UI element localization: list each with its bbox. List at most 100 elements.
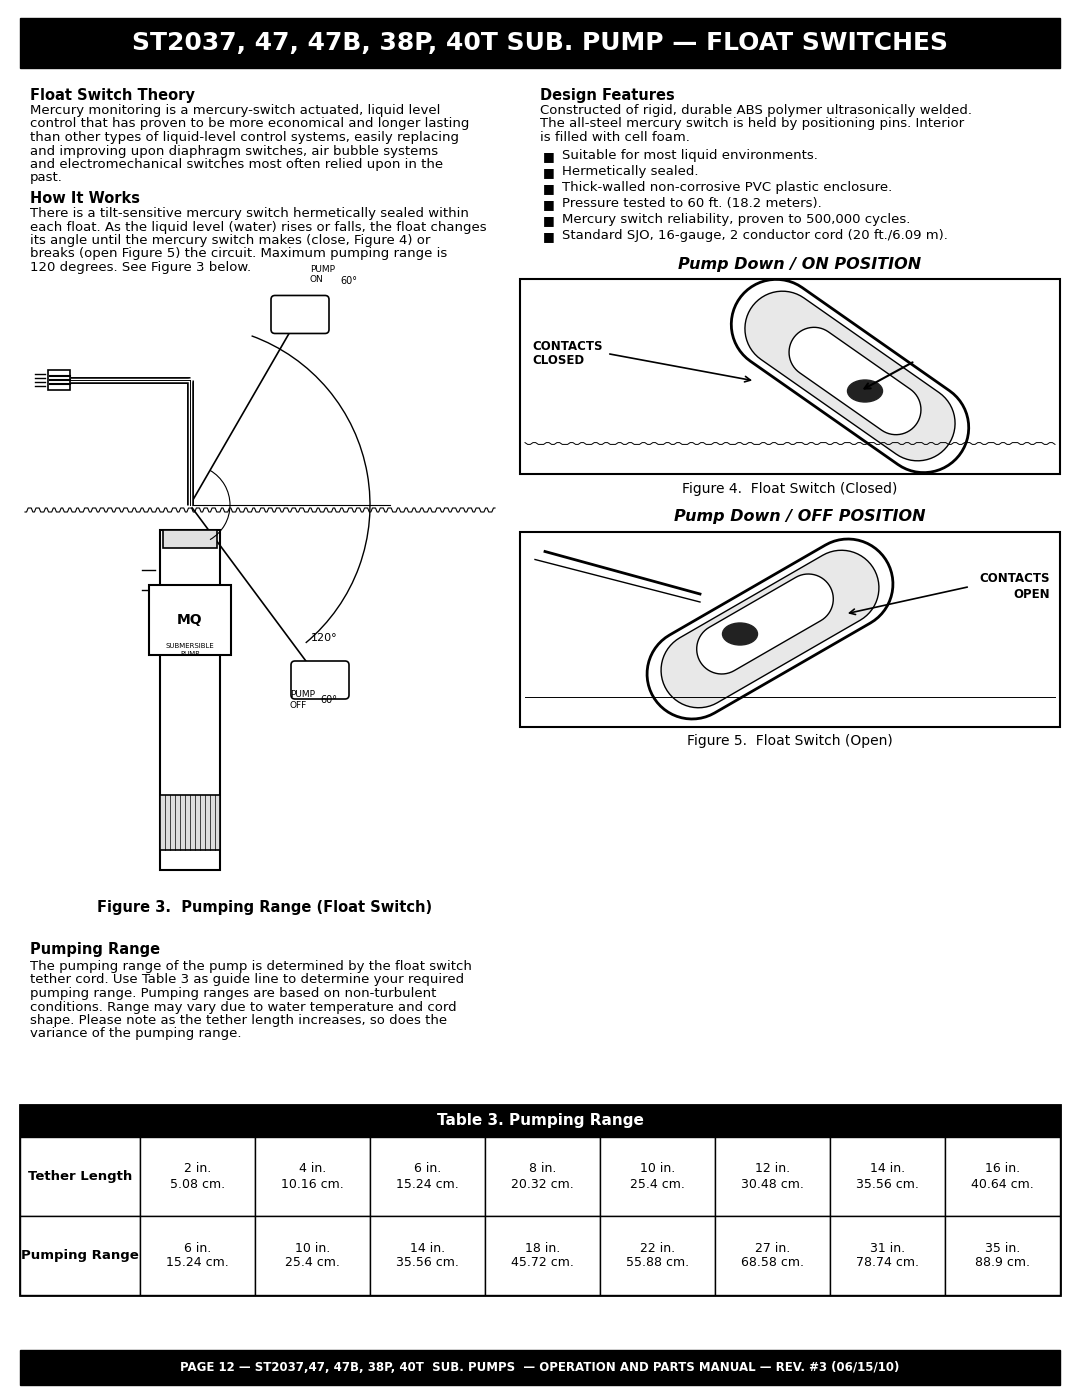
Text: Figure 3.  Pumping Range (Float Switch): Figure 3. Pumping Range (Float Switch): [97, 900, 433, 915]
Text: Suitable for most liquid environments.: Suitable for most liquid environments.: [562, 148, 818, 162]
Text: How It Works: How It Works: [30, 191, 140, 205]
Text: CONTACTS
OPEN: CONTACTS OPEN: [980, 573, 1050, 601]
Polygon shape: [697, 574, 834, 673]
Text: Mercury switch reliability, proven to 500,000 cycles.: Mercury switch reliability, proven to 50…: [562, 212, 910, 225]
Text: Standard SJO, 16-gauge, 2 conductor cord (20 ft./6.09 m).: Standard SJO, 16-gauge, 2 conductor cord…: [562, 229, 948, 242]
Text: 60°: 60°: [340, 277, 357, 286]
FancyBboxPatch shape: [271, 296, 329, 334]
Bar: [140, 1215, 255, 1295]
Text: ■: ■: [543, 166, 555, 179]
Text: than other types of liquid-level control systems, easily replacing: than other types of liquid-level control…: [30, 131, 459, 144]
Text: past.: past.: [30, 172, 63, 184]
Text: 16 in.
40.64 cm.: 16 in. 40.64 cm.: [971, 1162, 1034, 1190]
Bar: [945, 1215, 1059, 1295]
Text: Figure 5.  Float Switch (Open): Figure 5. Float Switch (Open): [687, 735, 893, 749]
Polygon shape: [731, 279, 969, 472]
Text: Mercury monitoring is a mercury-switch actuated, liquid level: Mercury monitoring is a mercury-switch a…: [30, 103, 441, 117]
Text: 6 in.
15.24 cm.: 6 in. 15.24 cm.: [396, 1162, 459, 1190]
Text: Pump Down / ON POSITION: Pump Down / ON POSITION: [678, 257, 921, 271]
Text: The pumping range of the pump is determined by the float switch: The pumping range of the pump is determi…: [30, 960, 472, 972]
Bar: [255, 1137, 370, 1215]
Text: conditions. Range may vary due to water temperature and cord: conditions. Range may vary due to water …: [30, 1000, 457, 1013]
Bar: [485, 1137, 600, 1215]
Polygon shape: [745, 291, 955, 461]
Text: CONTACTS
CLOSED: CONTACTS CLOSED: [532, 339, 603, 367]
Text: Thick-walled non-corrosive PVC plastic enclosure.: Thick-walled non-corrosive PVC plastic e…: [562, 180, 892, 194]
Bar: [140, 1137, 255, 1215]
Bar: [21, 1350, 1059, 1384]
Text: and electromechanical switches most often relied upon in the: and electromechanical switches most ofte…: [30, 158, 443, 170]
Bar: [519, 278, 1059, 474]
Text: The all-steel mercury switch is held by positioning pins. Interior: The all-steel mercury switch is held by …: [540, 117, 964, 130]
Text: each float. As the liquid level (water) rises or falls, the float changes: each float. As the liquid level (water) …: [30, 221, 487, 233]
Bar: [163, 529, 217, 548]
Bar: [21, 18, 1059, 68]
Bar: [715, 1215, 831, 1295]
Text: 27 in.
68.58 cm.: 27 in. 68.58 cm.: [741, 1242, 804, 1270]
Bar: [21, 1105, 1059, 1295]
Bar: [370, 1215, 485, 1295]
Text: shape. Please note as the tether length increases, so does the: shape. Please note as the tether length …: [30, 1014, 447, 1027]
Text: breaks (open Figure 5) the circuit. Maximum pumping range is: breaks (open Figure 5) the circuit. Maxi…: [30, 247, 447, 260]
Text: Float Switch Theory: Float Switch Theory: [30, 88, 194, 103]
Text: 60°: 60°: [320, 694, 337, 705]
Bar: [160, 529, 220, 870]
Ellipse shape: [723, 623, 757, 645]
Text: is filled with cell foam.: is filled with cell foam.: [540, 131, 690, 144]
Text: 10 in.
25.4 cm.: 10 in. 25.4 cm.: [630, 1162, 685, 1190]
Text: ■: ■: [543, 151, 555, 163]
Text: 4 in.
10.16 cm.: 4 in. 10.16 cm.: [281, 1162, 343, 1190]
Text: and improving upon diaphragm switches, air bubble systems: and improving upon diaphragm switches, a…: [30, 144, 438, 158]
Text: 22 in.
55.88 cm.: 22 in. 55.88 cm.: [626, 1242, 689, 1270]
Text: PUMP
ON: PUMP ON: [310, 265, 335, 284]
Bar: [945, 1137, 1059, 1215]
Polygon shape: [647, 539, 893, 719]
Text: 31 in.
78.74 cm.: 31 in. 78.74 cm.: [856, 1242, 919, 1270]
Bar: [48, 370, 70, 390]
Text: ■: ■: [543, 183, 555, 196]
Text: Pumping Range: Pumping Range: [22, 1249, 139, 1261]
Text: SUBMERSIBLE
PUMP: SUBMERSIBLE PUMP: [165, 644, 214, 657]
Text: Pumping Range: Pumping Range: [30, 942, 160, 957]
Text: ■: ■: [543, 215, 555, 228]
Bar: [831, 1137, 945, 1215]
Bar: [600, 1137, 715, 1215]
Text: MQ: MQ: [177, 613, 203, 627]
Polygon shape: [661, 550, 879, 708]
Bar: [519, 531, 1059, 726]
Bar: [370, 1137, 485, 1215]
Text: PAGE 12 — ST2037,47, 47B, 38P, 40T  SUB. PUMPS  — OPERATION AND PARTS MANUAL — R: PAGE 12 — ST2037,47, 47B, 38P, 40T SUB. …: [180, 1361, 900, 1375]
Ellipse shape: [848, 380, 882, 402]
Bar: [600, 1215, 715, 1295]
Text: 14 in.
35.56 cm.: 14 in. 35.56 cm.: [396, 1242, 459, 1270]
Text: 10 in.
25.4 cm.: 10 in. 25.4 cm.: [285, 1242, 340, 1270]
Bar: [21, 1105, 1059, 1137]
Text: 120°: 120°: [311, 633, 337, 643]
Text: 14 in.
35.56 cm.: 14 in. 35.56 cm.: [856, 1162, 919, 1190]
Text: PUMP
OFF: PUMP OFF: [291, 690, 315, 710]
Text: Pump Down / OFF POSITION: Pump Down / OFF POSITION: [674, 510, 926, 524]
Text: Hermetically sealed.: Hermetically sealed.: [562, 165, 699, 177]
Text: pumping range. Pumping ranges are based on non-turbulent: pumping range. Pumping ranges are based …: [30, 988, 436, 1000]
Text: There is a tilt-sensitive mercury switch hermetically sealed within: There is a tilt-sensitive mercury switch…: [30, 207, 469, 219]
Polygon shape: [789, 327, 921, 434]
Bar: [21, 1215, 140, 1295]
Text: Pressure tested to 60 ft. (18.2 meters).: Pressure tested to 60 ft. (18.2 meters).: [562, 197, 822, 210]
Text: ■: ■: [543, 231, 555, 243]
Text: 18 in.
45.72 cm.: 18 in. 45.72 cm.: [511, 1242, 573, 1270]
Text: 120 degrees. See Figure 3 below.: 120 degrees. See Figure 3 below.: [30, 261, 252, 274]
Text: Tether Length: Tether Length: [28, 1171, 132, 1183]
Text: 12 in.
30.48 cm.: 12 in. 30.48 cm.: [741, 1162, 804, 1190]
Text: 2 in.
5.08 cm.: 2 in. 5.08 cm.: [170, 1162, 225, 1190]
Text: 8 in.
20.32 cm.: 8 in. 20.32 cm.: [511, 1162, 573, 1190]
Text: variance of the pumping range.: variance of the pumping range.: [30, 1028, 242, 1041]
FancyBboxPatch shape: [291, 661, 349, 698]
Text: control that has proven to be more economical and longer lasting: control that has proven to be more econo…: [30, 117, 470, 130]
Text: Figure 4.  Float Switch (Closed): Figure 4. Float Switch (Closed): [683, 482, 897, 496]
Text: ST2037, 47, 47B, 38P, 40T SUB. PUMP — FLOAT SWITCHES: ST2037, 47, 47B, 38P, 40T SUB. PUMP — FL…: [132, 31, 948, 54]
Text: Design Features: Design Features: [540, 88, 675, 103]
Text: tether cord. Use Table 3 as guide line to determine your required: tether cord. Use Table 3 as guide line t…: [30, 974, 464, 986]
Text: 6 in.
15.24 cm.: 6 in. 15.24 cm.: [166, 1242, 229, 1270]
Bar: [831, 1215, 945, 1295]
Text: Constructed of rigid, durable ABS polymer ultrasonically welded.: Constructed of rigid, durable ABS polyme…: [540, 103, 972, 117]
